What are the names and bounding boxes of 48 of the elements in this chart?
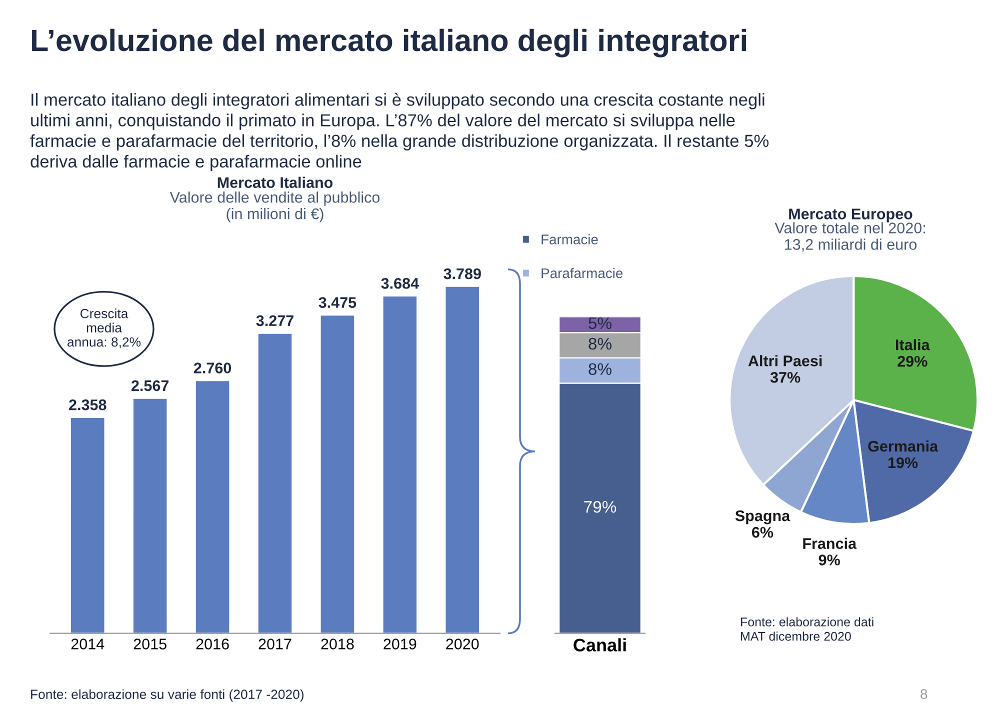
text: 8 bbox=[920, 689, 928, 700]
data-label: 19% bbox=[888, 457, 918, 468]
x-tick-label: 2016 bbox=[196, 638, 229, 650]
x-tick-label: 2019 bbox=[384, 638, 416, 650]
bar bbox=[70, 416, 106, 634]
chart-title: Mercato Europeo bbox=[789, 208, 912, 222]
data-label: 8% bbox=[588, 363, 612, 375]
legend-label: Parafarmacie bbox=[542, 268, 623, 278]
x-tick-label: Canali bbox=[574, 638, 626, 652]
x-tick-label: 2020 bbox=[446, 638, 479, 650]
data-label: 9% bbox=[818, 554, 840, 566]
source-note: Fonte: elaborazione su varie fonti (2017 -2020) bbox=[31, 689, 304, 702]
data-label: 37% bbox=[770, 372, 800, 383]
data-label: 5% bbox=[588, 317, 612, 330]
x-tick-label: 2014 bbox=[71, 638, 104, 650]
bar bbox=[132, 398, 168, 634]
bar bbox=[382, 295, 418, 634]
text: Il mercato italiano degli integratori alimentari si è sviluppato secondo una crescita costante negli ultimi anni, conquistando il primato in Europa. L’87% del valore del mercato si sviluppa nelle farmacie e parafarmacie del territorio, l’8% nella grande distribuzione organizzata. Il restante 5% deriva dalle farmacie e parafarmacie online bbox=[30, 92, 769, 172]
bar bbox=[257, 332, 293, 634]
slice-label: Spagna bbox=[735, 510, 790, 524]
x-tick-label: 2017 bbox=[258, 638, 292, 650]
data-label: 2.567 bbox=[132, 380, 169, 392]
chart-title: Mercato Italiano bbox=[218, 176, 333, 188]
x-tick-label: 2015 bbox=[134, 638, 166, 650]
data-label: 3.277 bbox=[256, 315, 294, 326]
slice-label: Altri Paesi bbox=[748, 355, 822, 366]
bar bbox=[320, 314, 356, 634]
data-label: 2.358 bbox=[69, 399, 106, 410]
bar bbox=[194, 380, 230, 634]
data-label: 8% bbox=[588, 338, 612, 350]
bar bbox=[444, 286, 480, 634]
chart-subtitle: Valore totale nel 2020: 13,2 miliardi di euro bbox=[774, 222, 925, 252]
data-label: 2.760 bbox=[194, 362, 232, 374]
source-note: Fonte: elaborazione dati MAT dicembre 2020 bbox=[741, 617, 874, 641]
slice-label: Italia bbox=[896, 339, 930, 350]
data-label: 3.684 bbox=[381, 278, 419, 289]
slice-label: Germania bbox=[868, 440, 938, 452]
data-label: 79% bbox=[584, 500, 616, 513]
annotation: Crescita media annua: 8,2% bbox=[68, 308, 141, 348]
chart-subtitle: Valore delle vendite al pubblico (in milioni di €) bbox=[170, 192, 380, 222]
legend-label: Farmacie bbox=[542, 234, 598, 244]
slice-label: Francia bbox=[803, 538, 857, 549]
data-label: 6% bbox=[752, 526, 774, 538]
x-tick-label: 2018 bbox=[321, 638, 354, 650]
data-label: 3.475 bbox=[318, 297, 356, 308]
data-label: 29% bbox=[898, 356, 928, 367]
data-label: 3.789 bbox=[444, 268, 481, 280]
text: L’evoluzione del mercato italiano degli integratori bbox=[32, 28, 746, 58]
